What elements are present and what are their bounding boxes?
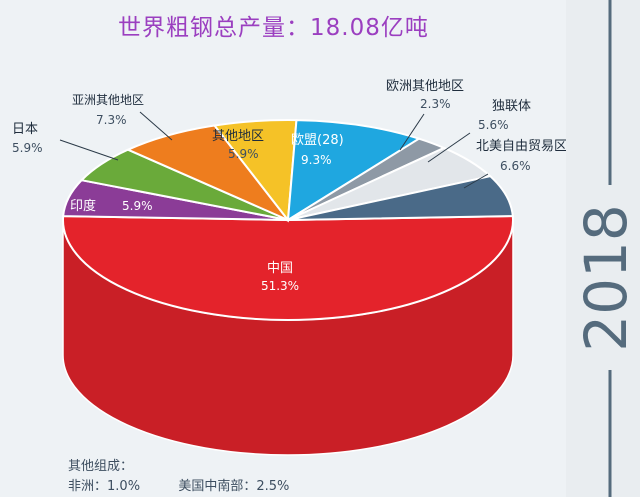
chart-title: 世界粗钢总产量：18.08亿吨 [118,15,429,41]
leader-line-7 [427,132,471,163]
slice-value-4: 5.9% [228,147,259,161]
slice-label-6: 欧洲其他地区 [386,79,464,94]
leader-line-8 [463,173,489,189]
slice-value-2: 5.9% [12,141,43,155]
slice-value-5: 9.3% [301,153,332,167]
slice-label-3: 亚洲其他地区 [72,93,144,107]
leader-line-2 [59,139,119,161]
slice-label-4: 其他地区 [212,129,264,144]
slice-label-8: 北美自由贸易区 [476,139,566,154]
slice-label-7: 独联体 [492,99,531,114]
leader-line-6 [399,113,425,151]
slice-value-1: 5.9% [122,199,153,213]
slice-8 [287,175,514,221]
slice-5 [286,119,422,222]
africa-name: 非洲 [68,479,95,494]
other-breakdown-title: 其他组成： [68,459,134,474]
slice-0 [62,215,514,321]
slice-value-3: 7.3% [96,113,127,127]
slice-label-5: 欧盟(28) [291,133,344,148]
slice-value-8: 6.6% [500,159,531,173]
year-panel: 2018 [566,0,640,497]
slice-value-7: 5.6% [478,118,509,132]
slice-label-0: 中国 [267,261,293,276]
footnote: 其他组成： 非洲：1.0% 美国中南部：2.5% [68,459,290,494]
latam-name: 美国中南部 [178,479,244,494]
slice-value-6: 2.3% [420,97,451,111]
africa-value: 1.0% [107,479,141,494]
slice-label-1: 印度 [70,198,96,214]
year-label: 2018 [572,204,640,352]
pie-chart: 中国 51.3% 印度 5.9% 日本 5.9% 亚洲其他地区 7.3% 其他地区 5.9% 欧盟(… [12,79,566,456]
latam-value: 2.5% [256,479,290,494]
slice-label-2: 日本 [12,122,38,137]
leader-line-3 [139,111,173,141]
slice-3 [125,124,289,221]
slice-value-0: 51.3% [261,279,299,293]
